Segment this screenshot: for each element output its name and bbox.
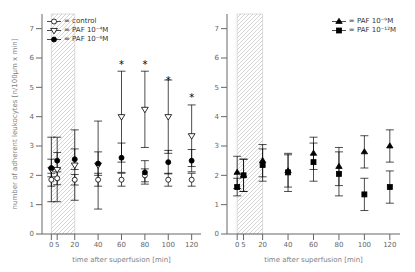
svg-text:100: 100 (162, 241, 175, 249)
svg-text:7: 7 (30, 25, 34, 33)
svg-text:1: 1 (215, 201, 219, 209)
svg-text:number of adherent leukocytes: number of adherent leukocytes [n/100μm x… (11, 38, 19, 209)
svg-text:3: 3 (215, 142, 219, 150)
svg-text:*: * (166, 75, 171, 86)
svg-text:*: * (142, 59, 147, 70)
svg-text:40: 40 (94, 241, 103, 249)
svg-text:5: 5 (241, 241, 245, 249)
svg-text:120: 120 (185, 241, 198, 249)
svg-text:40: 40 (284, 241, 293, 249)
svg-text:0: 0 (215, 230, 219, 238)
svg-text:120: 120 (383, 241, 396, 249)
svg-text:6: 6 (215, 54, 220, 62)
svg-text:5: 5 (55, 241, 59, 249)
svg-text:4: 4 (215, 113, 220, 121)
svg-text:100: 100 (358, 241, 371, 249)
html-text:= PAF 10⁻¹²M: = PAF 10⁻¹²M (348, 26, 396, 34)
svg-text:80: 80 (334, 241, 343, 249)
svg-text:2: 2 (30, 172, 34, 180)
svg-text:5: 5 (30, 84, 34, 92)
html-text:= control: = control (64, 17, 97, 25)
html-text:= PAF 10⁻⁹M: = PAF 10⁻⁹M (348, 17, 394, 25)
svg-text:*: * (189, 92, 194, 103)
svg-text:3: 3 (30, 142, 34, 150)
svg-text:1: 1 (30, 201, 34, 209)
svg-text:6: 6 (30, 54, 35, 62)
svg-text:*: * (119, 59, 124, 70)
svg-text:0: 0 (235, 241, 239, 249)
svg-text:time after superfusion [min]: time after superfusion [min] (72, 256, 171, 264)
svg-text:60: 60 (117, 241, 126, 249)
svg-text:time after superfusion [min]: time after superfusion [min] (264, 256, 363, 264)
svg-text:20: 20 (70, 241, 79, 249)
html-text:= PAF 10⁻⁴M: = PAF 10⁻⁴M (64, 26, 109, 34)
html-text:= PAF 10⁻⁶M: = PAF 10⁻⁶M (64, 35, 109, 43)
svg-text:2: 2 (215, 172, 219, 180)
svg-text:60: 60 (309, 241, 318, 249)
svg-text:4: 4 (30, 113, 35, 121)
svg-text:20: 20 (258, 241, 267, 249)
svg-text:0: 0 (30, 230, 34, 238)
svg-text:5: 5 (215, 84, 219, 92)
svg-text:80: 80 (140, 241, 149, 249)
svg-text:0: 0 (49, 241, 53, 249)
svg-text:7: 7 (215, 25, 219, 33)
